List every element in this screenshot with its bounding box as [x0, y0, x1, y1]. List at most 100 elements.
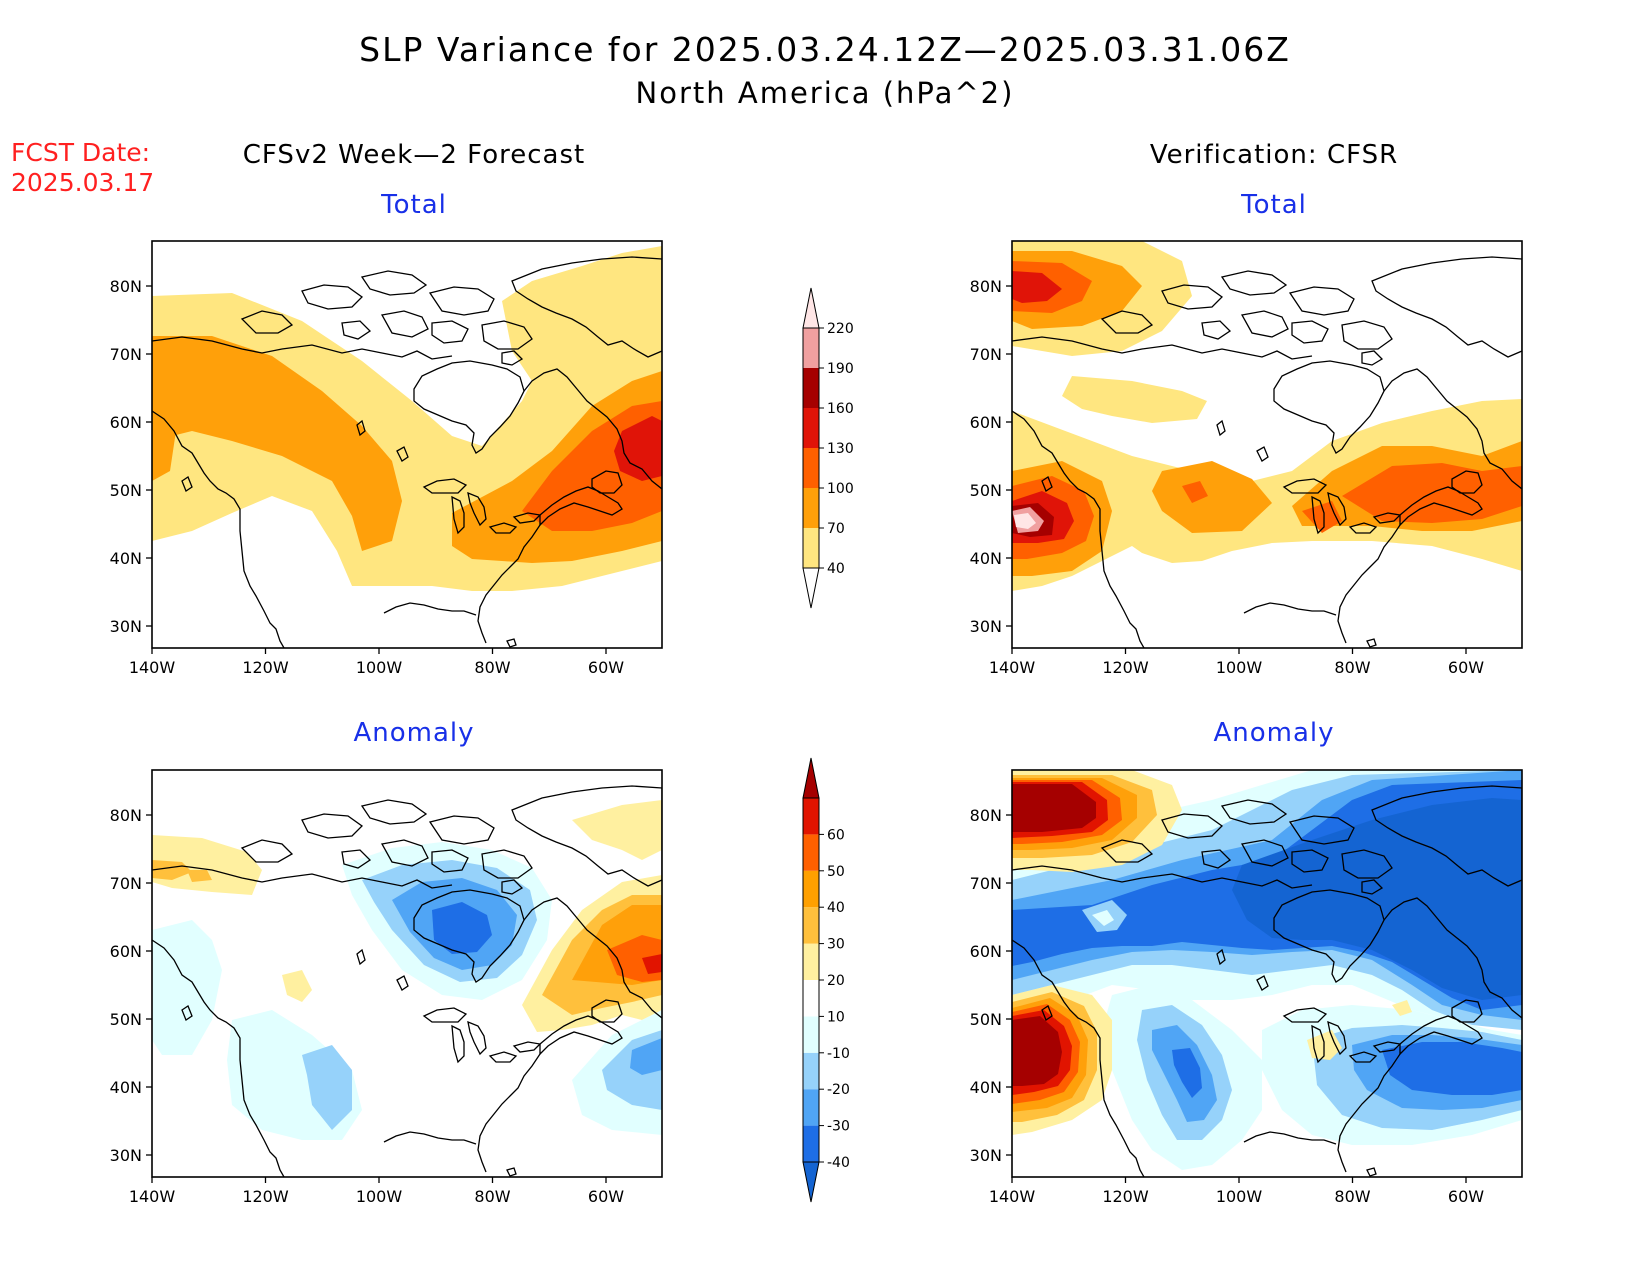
colorbar-total-label: 100 — [827, 481, 854, 497]
colorbar-total-swatch — [803, 328, 819, 368]
lat-tick-label-forecast-total: 80N — [110, 277, 142, 296]
subtitle: North America (hPa^2) — [635, 76, 1015, 110]
colorbar-total-arrow-top — [802, 287, 820, 329]
lon-tick-label-verification-anomaly: 140W — [989, 1187, 1036, 1206]
frame-forecast-anomaly — [151, 769, 663, 1178]
lon-tick-label-forecast-anomaly: 120W — [242, 1187, 289, 1206]
fcst-date-value: 2025.03.17 — [11, 168, 155, 197]
colorbar-total-arrow-bottom — [802, 567, 820, 609]
colorbar-anomaly-swatch — [803, 798, 819, 835]
colorbar-anomaly-arrow-bottom — [802, 1161, 820, 1203]
colorbar-total-swatch — [803, 528, 819, 568]
colorbar-anomaly: -40 -30 -20 -10 10 20 30 40 50 60 — [802, 757, 850, 1203]
lat-tick-label-verification-total: 40N — [970, 549, 1002, 568]
axes-layer: 30N 40N 50N 60N 70N 80N 140W 120W 100W 80W 60W 30N 4… — [110, 277, 1485, 1206]
colorbar-total-label: 40 — [827, 561, 845, 577]
main-title: SLP Variance for 2025.03.24.12Z—2025.03.… — [359, 30, 1291, 69]
lat-tick-label-forecast-anomaly: 70N — [110, 874, 142, 893]
colorbar-anomaly-label: -30 — [827, 1119, 850, 1135]
lon-tick-label-forecast-anomaly: 60W — [588, 1187, 624, 1206]
colorbar-anomaly-swatch — [803, 980, 819, 1017]
lat-tick-label-verification-anomaly: 80N — [970, 806, 1002, 825]
lon-tick-label-verification-total: 120W — [1102, 658, 1149, 677]
colorbar-total-swatch — [803, 368, 819, 408]
colorbar-total-swatch — [803, 488, 819, 528]
lat-tick-label-forecast-anomaly: 50N — [110, 1010, 142, 1029]
colorbar-total-label: 190 — [827, 361, 854, 377]
map-verification-total — [1012, 241, 1522, 648]
colorbar-anomaly-label: -40 — [827, 1155, 850, 1171]
lat-tick-label-forecast-total: 40N — [110, 549, 142, 568]
colorbar-anomaly-arrow-top — [802, 757, 820, 799]
colorbar-anomaly-swatch — [803, 943, 819, 980]
lon-tick-label-verification-total: 140W — [989, 658, 1036, 677]
lon-tick-label-forecast-total: 80W — [474, 658, 510, 677]
lat-tick-label-forecast-total: 60N — [110, 413, 142, 432]
frame-verification-total — [1011, 240, 1523, 649]
lon-tick-label-forecast-total: 100W — [356, 658, 403, 677]
lat-tick-label-verification-total: 30N — [970, 617, 1002, 636]
lat-tick-label-verification-anomaly: 50N — [970, 1010, 1002, 1029]
lat-tick-label-verification-total: 70N — [970, 345, 1002, 364]
colorbar-anomaly-label: 30 — [827, 937, 845, 953]
lon-tick-label-forecast-total: 120W — [242, 658, 289, 677]
lon-tick-label-verification-anomaly: 80W — [1334, 1187, 1370, 1206]
colorbar-total-label: 220 — [827, 321, 854, 337]
panel-title-verification-anomaly: Anomaly — [1213, 718, 1335, 748]
map-forecast-anomaly — [152, 770, 662, 1177]
colorbar-anomaly-swatch — [803, 870, 819, 908]
panel-title-forecast-anomaly: Anomaly — [353, 718, 475, 748]
colorbar-total-label: 70 — [827, 521, 845, 537]
colorbar-anomaly-swatch — [803, 1125, 819, 1162]
lat-tick-label-verification-anomaly: 30N — [970, 1146, 1002, 1165]
map-verification-anomaly — [1012, 770, 1522, 1177]
lat-tick-label-forecast-anomaly: 30N — [110, 1146, 142, 1165]
panel-frames — [151, 240, 1523, 1178]
fcst-date-caption: FCST Date: — [11, 138, 151, 167]
fcst-date-label: FCST Date: 2025.03.17 — [11, 138, 154, 198]
lat-tick-label-forecast-total: 70N — [110, 345, 142, 364]
colorbar-anomaly-label: 60 — [827, 827, 845, 843]
lon-tick-label-forecast-anomaly: 140W — [129, 1187, 176, 1206]
colorbar-anomaly-swatch — [803, 1016, 819, 1053]
colorbar-anomaly-label: -10 — [827, 1046, 850, 1062]
colorbar-anomaly-swatch — [803, 907, 819, 944]
lat-tick-label-verification-total: 60N — [970, 413, 1002, 432]
lat-tick-label-forecast-anomaly: 60N — [110, 942, 142, 961]
colorbar-anomaly-swatch — [803, 834, 819, 871]
column-heading-verification: Verification: CFSR — [1149, 140, 1399, 170]
frame-forecast-total — [151, 240, 663, 649]
lon-tick-label-forecast-anomaly: 80W — [474, 1187, 510, 1206]
colorbar-total-swatch — [803, 448, 819, 488]
colorbar-total-swatch — [803, 408, 819, 448]
colorbar-anomaly-label: 20 — [827, 973, 845, 989]
lon-tick-label-verification-total: 100W — [1216, 658, 1263, 677]
panel-title-forecast-total: Total — [381, 190, 447, 220]
lon-tick-label-verification-total: 60W — [1448, 658, 1484, 677]
lon-tick-label-forecast-anomaly: 100W — [356, 1187, 403, 1206]
panel-title-verification-total: Total — [1241, 190, 1307, 220]
map-forecast-total — [152, 241, 662, 648]
colorbar-anomaly-swatch — [803, 1052, 819, 1090]
lat-tick-label-verification-total: 80N — [970, 277, 1002, 296]
colorbar-total-label: 160 — [827, 401, 854, 417]
colorbar-anomaly-label: 40 — [827, 900, 845, 916]
lat-tick-label-verification-anomaly: 70N — [970, 874, 1002, 893]
lat-tick-label-verification-anomaly: 40N — [970, 1078, 1002, 1097]
colorbar-anomaly-label: 10 — [827, 1009, 845, 1025]
colorbar-anomaly-swatch — [803, 1089, 819, 1126]
lat-tick-label-forecast-anomaly: 80N — [110, 806, 142, 825]
frame-verification-anomaly — [1011, 769, 1523, 1178]
lat-tick-label-forecast-total: 50N — [110, 481, 142, 500]
lon-tick-label-verification-total: 80W — [1334, 658, 1370, 677]
colorbar-anomaly-label: -20 — [827, 1082, 850, 1098]
lon-tick-label-forecast-total: 140W — [129, 658, 176, 677]
lat-tick-label-verification-anomaly: 60N — [970, 942, 1002, 961]
lon-tick-label-verification-anomaly: 100W — [1216, 1187, 1263, 1206]
lat-tick-label-forecast-total: 30N — [110, 617, 142, 636]
colorbar-anomaly-label: 50 — [827, 864, 845, 880]
lon-tick-label-verification-anomaly: 60W — [1448, 1187, 1484, 1206]
lon-tick-label-verification-anomaly: 120W — [1102, 1187, 1149, 1206]
lon-tick-label-forecast-total: 60W — [588, 658, 624, 677]
